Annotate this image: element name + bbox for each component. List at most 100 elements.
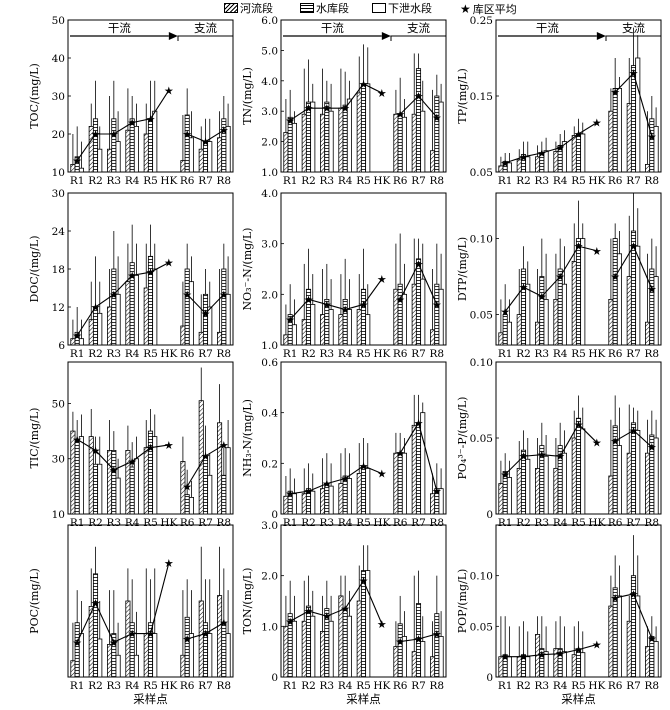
bar: [635, 429, 641, 515]
x-tick-label: HK: [373, 175, 390, 187]
y-tick-label: 10: [52, 167, 65, 179]
x-tick-label: HK: [373, 680, 390, 692]
bar: [143, 287, 149, 346]
bar: [630, 65, 637, 173]
bar: [97, 148, 103, 173]
bar: [111, 118, 117, 173]
bar: [575, 238, 582, 346]
bar: [88, 319, 94, 346]
mean-star-marker: ★: [164, 439, 174, 452]
y-tick-label: 3.0: [261, 239, 278, 251]
bar: [133, 126, 139, 173]
y-tick-label: 2.0: [261, 289, 278, 301]
bar: [401, 116, 407, 173]
mean-star-marker: ★: [432, 298, 442, 311]
bar: [217, 595, 223, 678]
main-stream-label: 干流: [321, 21, 344, 35]
bar: [612, 238, 618, 346]
bar: [539, 276, 545, 346]
x-tick-label: HK: [373, 517, 390, 529]
x-tick-label: R1: [283, 680, 298, 692]
x-tick-label: R7: [626, 517, 641, 529]
mean-star-marker: ★: [610, 592, 620, 605]
bar: [301, 620, 307, 678]
arrow-head-icon: [168, 32, 178, 40]
panel-4: R1 R2 R3 R4 R5 HK R6 R7 R8 ★ ★ ★ ★ ★ ★ ★ ★ ★ 6 12 18 24 30 DOC/…: [28, 188, 234, 360]
mean-star-marker: ★: [359, 460, 369, 473]
bar: [198, 148, 204, 173]
legend-item-mean: ★ 库区平均: [460, 2, 517, 16]
bar: [645, 452, 651, 515]
y-tick-label: 0.10: [470, 571, 493, 583]
x-tick-label: R5: [356, 348, 371, 360]
x-tick-label: R7: [198, 680, 213, 692]
bar: [310, 615, 316, 678]
x-tick-label: R3: [320, 680, 335, 692]
mean-star-marker: ★: [219, 288, 229, 301]
bar: [291, 324, 297, 346]
x-tick-label: R2: [516, 348, 531, 360]
bar: [553, 298, 559, 346]
bar: [649, 268, 655, 346]
y-axis-label: TP/(mg/L): [456, 68, 469, 124]
mean-star-marker: ★: [500, 468, 510, 481]
x-tick-label: R8: [645, 348, 660, 360]
bar: [283, 625, 289, 678]
x-tick-label: R3: [535, 175, 550, 187]
tributary-bracket: [177, 35, 233, 41]
bar: [180, 160, 186, 173]
x-tick-label: R4: [125, 175, 140, 187]
bar: [217, 137, 223, 173]
bar: [411, 424, 417, 515]
x-tick-label: R3: [107, 175, 122, 187]
mean-star-marker: ★: [519, 281, 529, 294]
mean-star-marker: ★: [359, 575, 369, 588]
x-tick-label: R4: [338, 348, 353, 360]
mean-star-marker: ★: [537, 147, 547, 160]
x-tick-label: R5: [143, 517, 158, 529]
bar: [188, 497, 194, 515]
panel-10: R1 R2 R3 R4 R5 HK R6 R7 R8 ★ ★ ★ ★ ★ ★ ★ ★ ★ POC/(mg/L) 采样点: [28, 524, 234, 706]
panel-5: R1 R2 R3 R4 R5 HK R6 R7 R8 ★ ★ ★ ★ ★ ★ ★ ★ ★ 1.0 2.0 3.0 4.0 N…: [241, 188, 447, 360]
y-tick-label: 1.0: [261, 621, 278, 633]
legend-swatch-hatched: [224, 3, 238, 13]
x-tick-label: HK: [160, 517, 177, 529]
x-tick-label: R1: [70, 348, 85, 360]
bar: [88, 606, 94, 678]
y-tick-label: 0.25: [470, 15, 493, 27]
mean-line: [289, 579, 383, 625]
mean-star-marker: ★: [537, 290, 547, 303]
x-tick-label: R2: [301, 517, 316, 529]
y-tick-label: 30: [52, 188, 65, 200]
mean-star-marker: ★: [414, 633, 424, 646]
mean-star-marker: ★: [395, 293, 405, 306]
y-tick-label: 0: [271, 672, 278, 684]
mean-line: [76, 562, 170, 643]
mean-star-marker: ★: [127, 628, 137, 641]
mean-star-marker: ★: [322, 478, 332, 491]
y-tick-label: 1.0: [261, 340, 278, 352]
x-tick-label: R7: [411, 680, 426, 692]
mean-star-marker: ★: [610, 435, 620, 448]
bar: [225, 447, 231, 515]
bar: [180, 654, 186, 678]
mean-star-marker: ★: [91, 597, 101, 610]
mean-star-marker: ★: [72, 433, 82, 446]
bar: [207, 474, 213, 515]
mean-star-marker: ★: [519, 450, 529, 463]
mean-star-marker: ★: [414, 417, 424, 430]
x-tick-label: R2: [516, 680, 531, 692]
mean-line: [399, 262, 438, 305]
y-tick-label: 2.0: [261, 137, 278, 149]
bar: [626, 103, 632, 173]
x-tick-label: R6: [608, 348, 623, 360]
bar: [143, 447, 149, 515]
panel-3: R1 R2 R3 R4 R5 HK R6 R7 R8 ★ ★ ★ ★ ★ ★ ★ ★ ★ 0.05 0.15 0.25 T…: [456, 15, 662, 187]
mean-star-marker: ★: [127, 269, 137, 282]
mean-star-marker: ★: [91, 301, 101, 314]
mean-star-marker: ★: [201, 136, 211, 149]
x-tick-label: R8: [217, 175, 232, 187]
mean-star-marker: ★: [377, 273, 387, 286]
bar: [301, 319, 307, 346]
x-tick-label: R6: [393, 175, 408, 187]
